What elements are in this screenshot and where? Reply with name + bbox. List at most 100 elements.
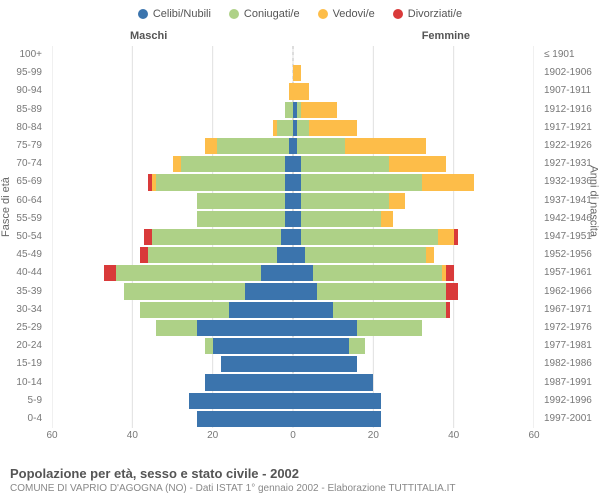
male-bar bbox=[52, 156, 293, 172]
bar-segment bbox=[389, 193, 405, 209]
male-bar bbox=[52, 138, 293, 154]
bar-segment bbox=[446, 302, 450, 318]
bar-segment bbox=[293, 83, 309, 99]
pyramid-row bbox=[52, 301, 534, 319]
male-bar bbox=[52, 265, 293, 281]
bar-segment bbox=[285, 193, 293, 209]
y-left-label: 55-59 bbox=[16, 214, 42, 224]
female-bar bbox=[293, 102, 534, 118]
pyramid-row bbox=[52, 119, 534, 137]
y-left-label: 70-74 bbox=[16, 159, 42, 169]
bar-segment bbox=[293, 211, 301, 227]
pyramid-row bbox=[52, 373, 534, 391]
bar-segment bbox=[309, 120, 357, 136]
female-bar bbox=[293, 247, 534, 263]
bar-segment bbox=[446, 283, 458, 299]
y-left-label: 80-84 bbox=[16, 123, 42, 133]
bar-segment bbox=[189, 393, 293, 409]
y-left-label: 75-79 bbox=[16, 141, 42, 151]
pyramid-row bbox=[52, 264, 534, 282]
bar-segment bbox=[124, 283, 245, 299]
bar-segment bbox=[197, 211, 285, 227]
y-right-label: 1927-1931 bbox=[544, 159, 592, 169]
bar-segment bbox=[297, 120, 309, 136]
bar-segment bbox=[454, 229, 458, 245]
x-tick: 40 bbox=[127, 430, 138, 441]
pyramid-row bbox=[52, 392, 534, 410]
male-bar bbox=[52, 411, 293, 427]
female-bar bbox=[293, 65, 534, 81]
male-bar bbox=[52, 47, 293, 63]
female-bar bbox=[293, 320, 534, 336]
x-tick: 40 bbox=[448, 430, 459, 441]
y-left-label: 95-99 bbox=[16, 68, 42, 78]
y-left-label: 85-89 bbox=[16, 105, 42, 115]
bar-segment bbox=[144, 229, 152, 245]
y-right-label: 1952-1956 bbox=[544, 250, 592, 260]
legend-label: Coniugati/e bbox=[244, 8, 300, 20]
y-right-label: 1912-1916 bbox=[544, 105, 592, 115]
y-right-label: 1917-1921 bbox=[544, 123, 592, 133]
bar-segment bbox=[197, 320, 293, 336]
bar-segment bbox=[156, 320, 196, 336]
female-bar bbox=[293, 374, 534, 390]
y-right-label: 1902-1906 bbox=[544, 68, 592, 78]
header-female: Femmine bbox=[422, 30, 470, 42]
female-bar bbox=[293, 193, 534, 209]
bar-segment bbox=[317, 283, 446, 299]
bar-segment bbox=[229, 302, 293, 318]
bar-segment bbox=[293, 65, 301, 81]
male-bar bbox=[52, 320, 293, 336]
x-tick: 60 bbox=[528, 430, 539, 441]
legend-swatch bbox=[138, 9, 148, 19]
y-right-label: 1997-2001 bbox=[544, 414, 592, 424]
bar-segment bbox=[293, 174, 301, 190]
legend-item: Vedovi/e bbox=[318, 8, 375, 20]
bar-segment bbox=[301, 229, 438, 245]
pyramid-row bbox=[52, 282, 534, 300]
bar-segment bbox=[293, 338, 349, 354]
bar-segment bbox=[381, 211, 393, 227]
bar-segment bbox=[293, 320, 357, 336]
y-left-label: 100+ bbox=[19, 50, 42, 60]
y-left-label: 0-4 bbox=[28, 414, 42, 424]
female-bar bbox=[293, 229, 534, 245]
bar-segment bbox=[213, 338, 293, 354]
bar-segment bbox=[293, 302, 333, 318]
y-left-label: 5-9 bbox=[28, 396, 42, 406]
female-bar bbox=[293, 120, 534, 136]
pyramid-row bbox=[52, 410, 534, 428]
bar-segment bbox=[140, 247, 148, 263]
female-bar bbox=[293, 338, 534, 354]
bar-segment bbox=[116, 265, 261, 281]
pyramid-row bbox=[52, 337, 534, 355]
legend-label: Divorziati/e bbox=[408, 8, 462, 20]
y-left-label: 45-49 bbox=[16, 250, 42, 260]
x-tick: 60 bbox=[46, 430, 57, 441]
bar-segment bbox=[205, 338, 213, 354]
y-left-label: 10-14 bbox=[16, 378, 42, 388]
bar-segment bbox=[389, 156, 445, 172]
pyramid-row bbox=[52, 82, 534, 100]
pyramid-row bbox=[52, 355, 534, 373]
legend-label: Celibi/Nubili bbox=[153, 8, 211, 20]
male-bar bbox=[52, 374, 293, 390]
x-tick: 0 bbox=[290, 430, 296, 441]
bar-segment bbox=[293, 283, 317, 299]
pyramid-row bbox=[52, 64, 534, 82]
male-bar bbox=[52, 102, 293, 118]
female-bar bbox=[293, 283, 534, 299]
male-bar bbox=[52, 193, 293, 209]
male-bar bbox=[52, 302, 293, 318]
female-bar bbox=[293, 411, 534, 427]
y-right-label: 1907-1911 bbox=[544, 86, 591, 96]
footer: Popolazione per età, sesso e stato civil… bbox=[10, 466, 590, 494]
pyramid-row bbox=[52, 173, 534, 191]
pyramid-row bbox=[52, 155, 534, 173]
y-left-label: 15-19 bbox=[16, 359, 42, 369]
female-bar bbox=[293, 393, 534, 409]
male-bar bbox=[52, 356, 293, 372]
y-left-label: 50-54 bbox=[16, 232, 42, 242]
female-bar bbox=[293, 138, 534, 154]
y-right-label: 1957-1961 bbox=[544, 268, 592, 278]
